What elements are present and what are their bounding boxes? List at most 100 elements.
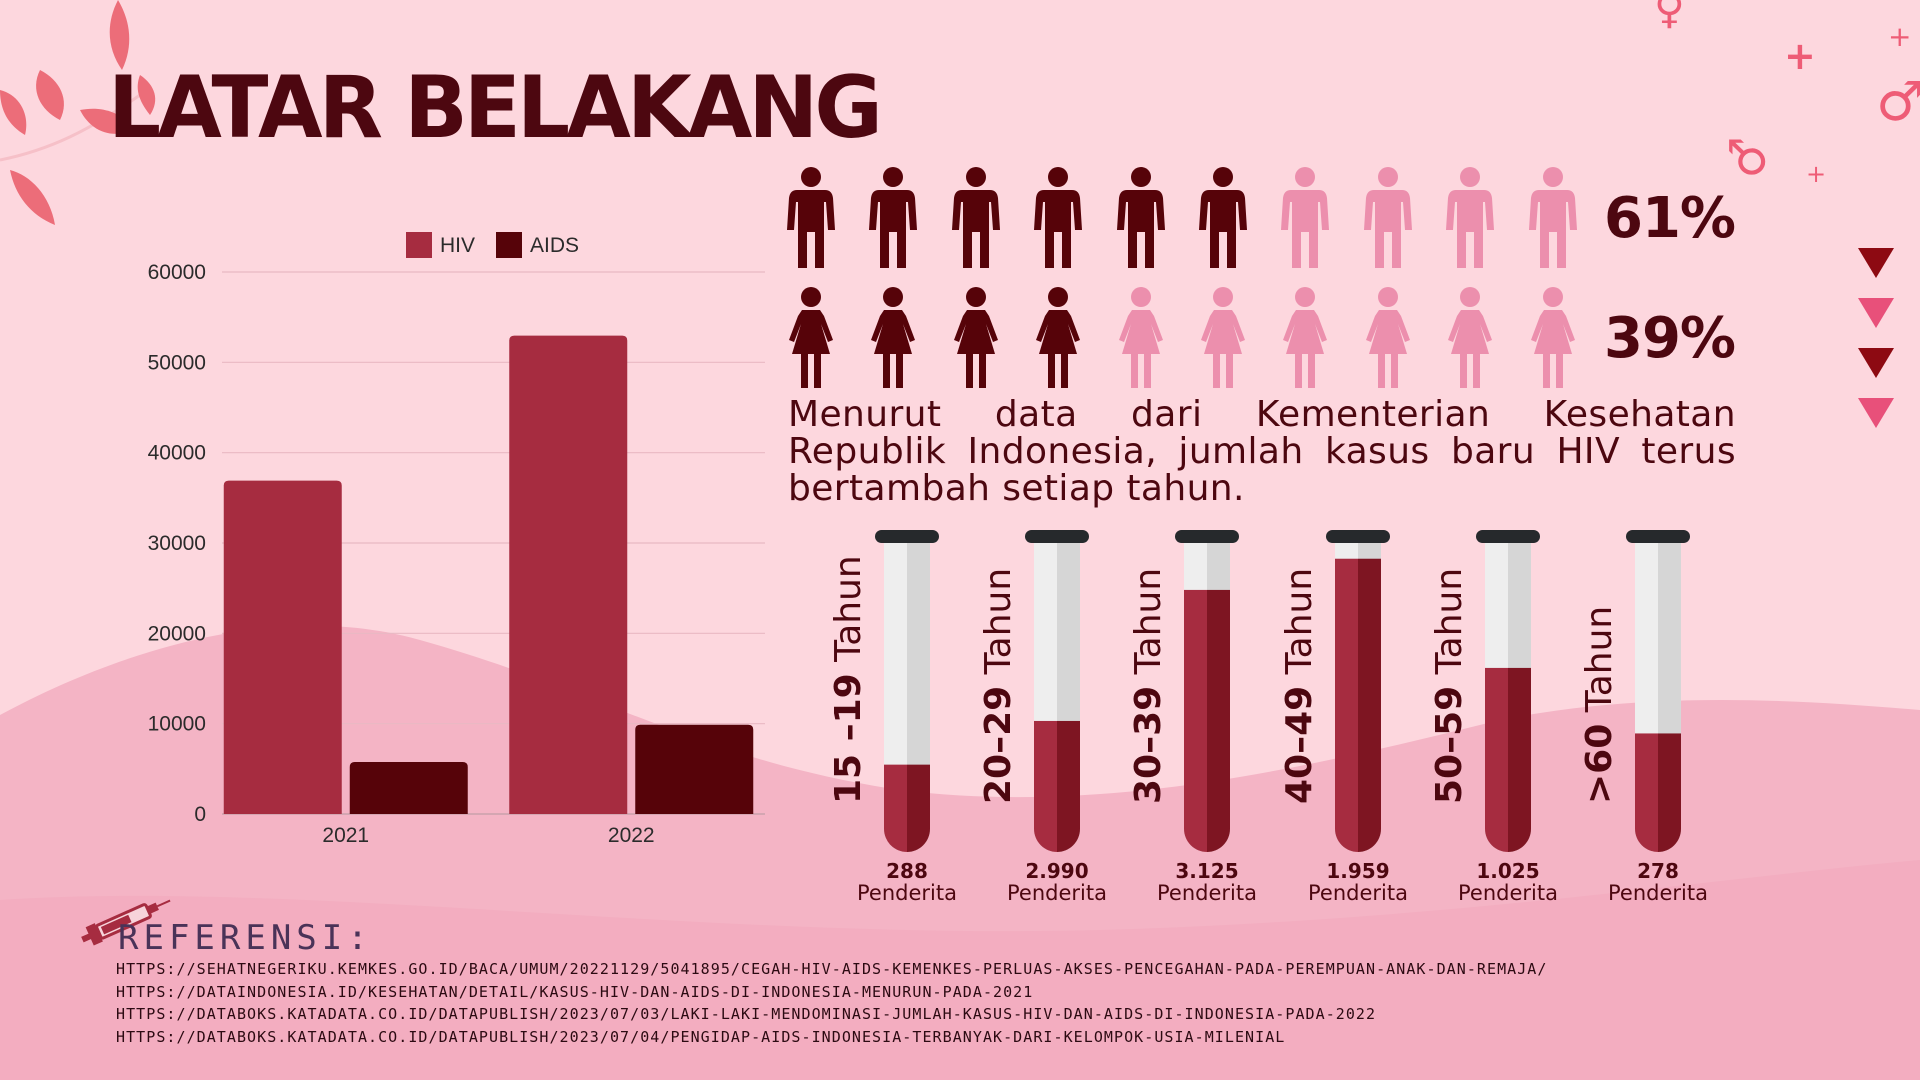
tube-cap <box>1175 530 1239 543</box>
tube-count-unit: Penderita <box>857 881 957 905</box>
tube-fill-shade <box>1207 589 1230 852</box>
reference-link[interactable]: HTTPS://DATAINDONESIA.ID/KESEHATAN/DETAI… <box>116 982 1034 1001</box>
tube-age-label: 20–29 Tahun <box>977 544 1021 804</box>
plus-icon: + <box>1888 20 1912 53</box>
tube-count-value: 1.025 <box>1476 859 1540 883</box>
reference-link[interactable]: HTTPS://DATABOKS.KATADATA.CO.ID/DATAPUBL… <box>116 1005 1377 1023</box>
tube-count: 2.990 Penderita <box>992 860 1122 904</box>
triangle-marker-icon <box>1856 246 1896 280</box>
male-person-icon <box>780 166 842 270</box>
bar-aids-2022 <box>635 724 754 814</box>
y-tick-label: 60000 <box>148 261 206 284</box>
page-title: LATAR BELAKANG <box>108 58 883 158</box>
test-tube <box>1476 530 1540 852</box>
legend-label: AIDS <box>530 234 579 257</box>
female-person-icon <box>862 286 924 390</box>
triangle-marker-icon <box>1856 396 1896 430</box>
tube-fill <box>1184 589 1207 852</box>
tube-count-unit: Penderita <box>1007 881 1107 905</box>
male-person-icon <box>1192 166 1254 270</box>
tube-count-value: 288 <box>886 859 928 883</box>
female-person-icon <box>1439 286 1501 390</box>
tube-age-range: 15 –19 <box>828 673 869 804</box>
tube-fill-shade <box>1358 558 1381 852</box>
test-tube <box>875 530 939 852</box>
description-text: Menurut data dari Kementerian Kesehatan … <box>788 394 1736 509</box>
tube-cap <box>1476 530 1540 543</box>
leaves-decoration <box>0 0 156 225</box>
tube-fill <box>1635 733 1658 852</box>
test-tube <box>1326 530 1390 852</box>
plus-icon: + <box>1784 34 1816 78</box>
tube-age-unit: Tahun <box>1429 567 1470 686</box>
male-person-icon <box>1027 166 1089 270</box>
tube-age-range: 40–49 <box>1279 685 1320 804</box>
tube-fill <box>1335 558 1358 852</box>
tube-age-range: 50–59 <box>1429 685 1470 804</box>
male-person-icon <box>1274 166 1336 270</box>
y-tick-label: 30000 <box>148 532 206 555</box>
male-percentage: 61% <box>1604 186 1736 251</box>
tube-fill-shade <box>1057 720 1080 852</box>
female-symbol-icon: ♀ <box>1654 0 1685 33</box>
female-percentage: 39% <box>1604 306 1736 371</box>
reference-link[interactable]: HTTPS://DATABOKS.KATADATA.CO.ID/DATAPUBL… <box>116 1027 1286 1046</box>
test-tube <box>1025 530 1089 852</box>
tube-age-range: 30–39 <box>1128 685 1169 804</box>
tube-age-unit: Tahun <box>978 567 1019 686</box>
legend-swatch <box>406 232 432 258</box>
legend-label: HIV <box>440 234 475 257</box>
tube-age-label: 15 –19 Tahun <box>827 544 871 804</box>
female-person-icon <box>780 286 842 390</box>
tube-age-label: 50–59 Tahun <box>1428 544 1472 804</box>
reference-link[interactable]: HTTPS://SEHATNEGERIKU.KEMKES.GO.ID/BACA/… <box>116 960 1548 978</box>
tube-age-unit: Tahun <box>828 555 869 674</box>
tube-count: 1.025 Penderita <box>1443 860 1573 904</box>
male-person-icon <box>945 166 1007 270</box>
tube-fill-shade <box>1508 667 1531 852</box>
legend-swatch <box>496 232 522 258</box>
tube-count: 1.959 Penderita <box>1293 860 1423 904</box>
female-person-icon <box>1522 286 1584 390</box>
references-list: HTTPS://SEHATNEGERIKU.KEMKES.GO.ID/BACA/… <box>116 958 1916 1048</box>
tube-fill-shade <box>907 764 930 852</box>
female-person-icon <box>1274 286 1336 390</box>
y-tick-label: 10000 <box>148 713 206 736</box>
tube-age-label: >60 Tahun <box>1578 544 1622 804</box>
bar-aids-2021 <box>349 762 468 814</box>
male-person-icon <box>1357 166 1419 270</box>
y-tick-label: 40000 <box>148 442 206 465</box>
tube-cap <box>1626 530 1690 543</box>
female-figures-row <box>780 286 1600 390</box>
y-tick-label: 0 <box>194 803 206 826</box>
tube-count-value: 2.990 <box>1025 859 1089 883</box>
tube-cap <box>1025 530 1089 543</box>
plus-icon: + <box>1806 160 1827 188</box>
syringe-icon <box>81 899 171 946</box>
tube-count-value: 278 <box>1637 859 1679 883</box>
male-person-icon <box>1110 166 1172 270</box>
tube-fill-shade <box>1658 733 1681 852</box>
tube-count-unit: Penderita <box>1458 881 1558 905</box>
female-person-icon <box>945 286 1007 390</box>
tube-count-unit: Penderita <box>1608 881 1708 905</box>
test-tube <box>1626 530 1690 852</box>
tube-age-unit: Tahun <box>1579 605 1620 724</box>
x-tick-label: 2021 <box>322 824 369 847</box>
tube-count: 3.125 Penderita <box>1142 860 1272 904</box>
female-person-icon <box>1357 286 1419 390</box>
male-person-icon <box>862 166 924 270</box>
tube-shade <box>907 540 930 829</box>
tube-fill <box>1485 667 1508 852</box>
bar-hiv-2021 <box>223 480 342 814</box>
male-figures-row <box>780 166 1600 270</box>
y-tick-label: 50000 <box>148 351 206 374</box>
triangle-marker-icon <box>1856 296 1896 330</box>
male-person-icon <box>1439 166 1501 270</box>
tube-age-label: 30–39 Tahun <box>1127 544 1171 804</box>
male-symbol-icon: ♂ <box>1876 70 1920 133</box>
tube-cap <box>1326 530 1390 543</box>
